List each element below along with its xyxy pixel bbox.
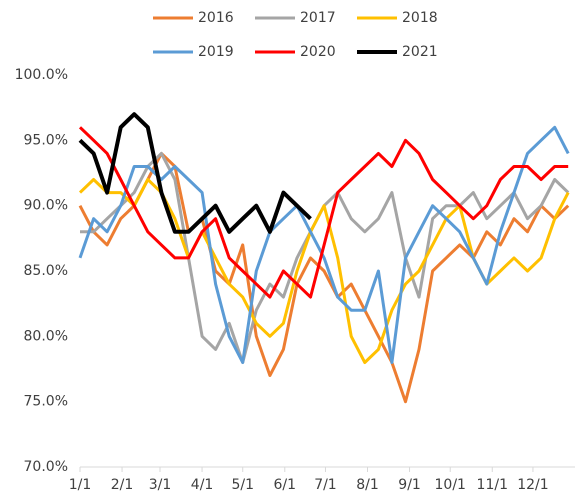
x-tick-label: 6/1 <box>274 477 297 493</box>
y-tick-label: 90.0% <box>24 198 68 214</box>
y-tick-label: 85.0% <box>24 263 68 279</box>
series-line <box>78 126 569 299</box>
legend-label: 2017 <box>300 10 336 26</box>
x-tick-label: 12/1 <box>517 477 548 493</box>
y-tick-label: 95.0% <box>24 132 68 148</box>
x-tick-label: 3/1 <box>149 477 172 493</box>
x-tick-label: 1/1 <box>69 477 92 493</box>
series-line <box>78 125 570 364</box>
x-tick-label: 8/1 <box>356 477 379 493</box>
y-tick-label: 80.0% <box>24 328 68 344</box>
x-tick-label: 4/1 <box>191 477 214 493</box>
legend-label: 2020 <box>300 44 336 60</box>
x-tick-label: 11/1 <box>477 477 508 493</box>
x-tick-label: 9/1 <box>398 477 421 493</box>
x-tick-label: 5/1 <box>231 477 254 493</box>
y-tick-label: 75.0% <box>24 394 68 410</box>
legend-label: 2021 <box>402 44 438 60</box>
series-line <box>78 112 312 234</box>
x-tick-label: 2/1 <box>111 477 134 493</box>
y-tick-label: 100.0% <box>15 67 68 83</box>
legend-label: 2016 <box>198 10 234 26</box>
x-tick-label: 7/1 <box>314 477 337 493</box>
y-tick-label: 70.0% <box>24 459 68 475</box>
legend-label: 2018 <box>402 10 438 26</box>
x-tick-label: 10/1 <box>435 477 466 493</box>
legend-label: 2019 <box>198 44 234 60</box>
